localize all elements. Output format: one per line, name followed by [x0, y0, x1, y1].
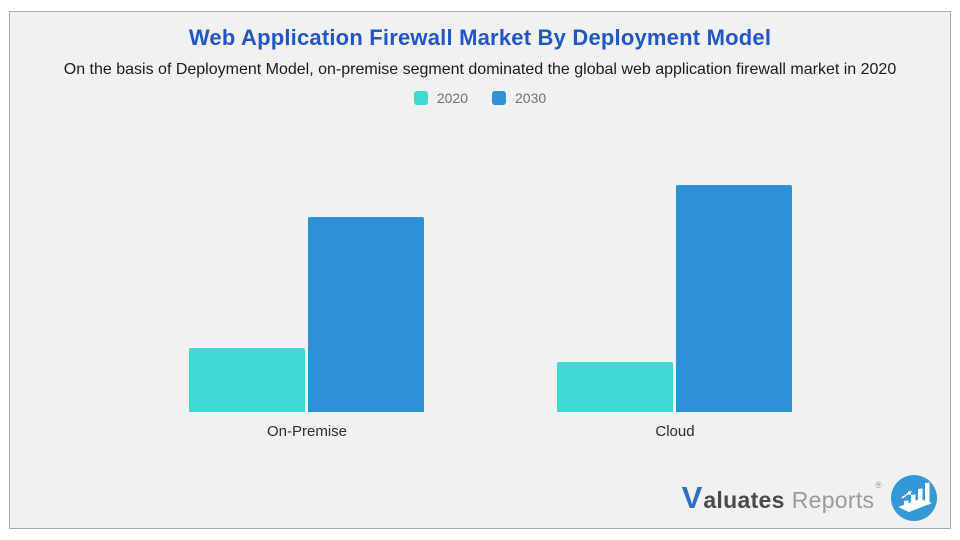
bar-cloud-2020[interactable]: [557, 362, 673, 412]
legend-item-2020[interactable]: 2020: [413, 90, 468, 106]
bar-cloud-2030[interactable]: [676, 185, 792, 412]
plot-area: On-Premise Cloud: [10, 12, 950, 528]
legend-item-2030[interactable]: 2030: [492, 90, 546, 106]
registered-trademark-symbol: ®: [875, 480, 882, 490]
bar-group-on-premise: [189, 217, 424, 412]
logo-text-reports: Reports: [791, 487, 875, 513]
bar-on-premise-2020[interactable]: [189, 348, 305, 412]
logo-letter-v: V: [681, 480, 703, 515]
bar-on-premise-2030[interactable]: [308, 217, 424, 412]
legend-label: 2020: [436, 90, 468, 106]
legend-swatch-2030: [492, 91, 506, 105]
legend-label: 2030: [515, 90, 547, 106]
logo-text-aluates: aluates: [703, 487, 785, 513]
bar-group-cloud: [557, 185, 792, 412]
bar-chart-logo-icon: [891, 475, 937, 521]
category-label-on-premise: On-Premise: [266, 423, 348, 440]
chart-legend: 2020 2030: [10, 90, 950, 106]
chart-subtitle: On the basis of Deployment Model, on-pre…: [63, 61, 897, 78]
category-label-cloud: Cloud: [655, 423, 695, 440]
chart-title: Web Application Firewall Market By Deplo…: [188, 25, 772, 50]
legend-swatch-2020: [413, 91, 428, 105]
chart-card: Web Application Firewall Market By Deplo…: [9, 11, 951, 529]
